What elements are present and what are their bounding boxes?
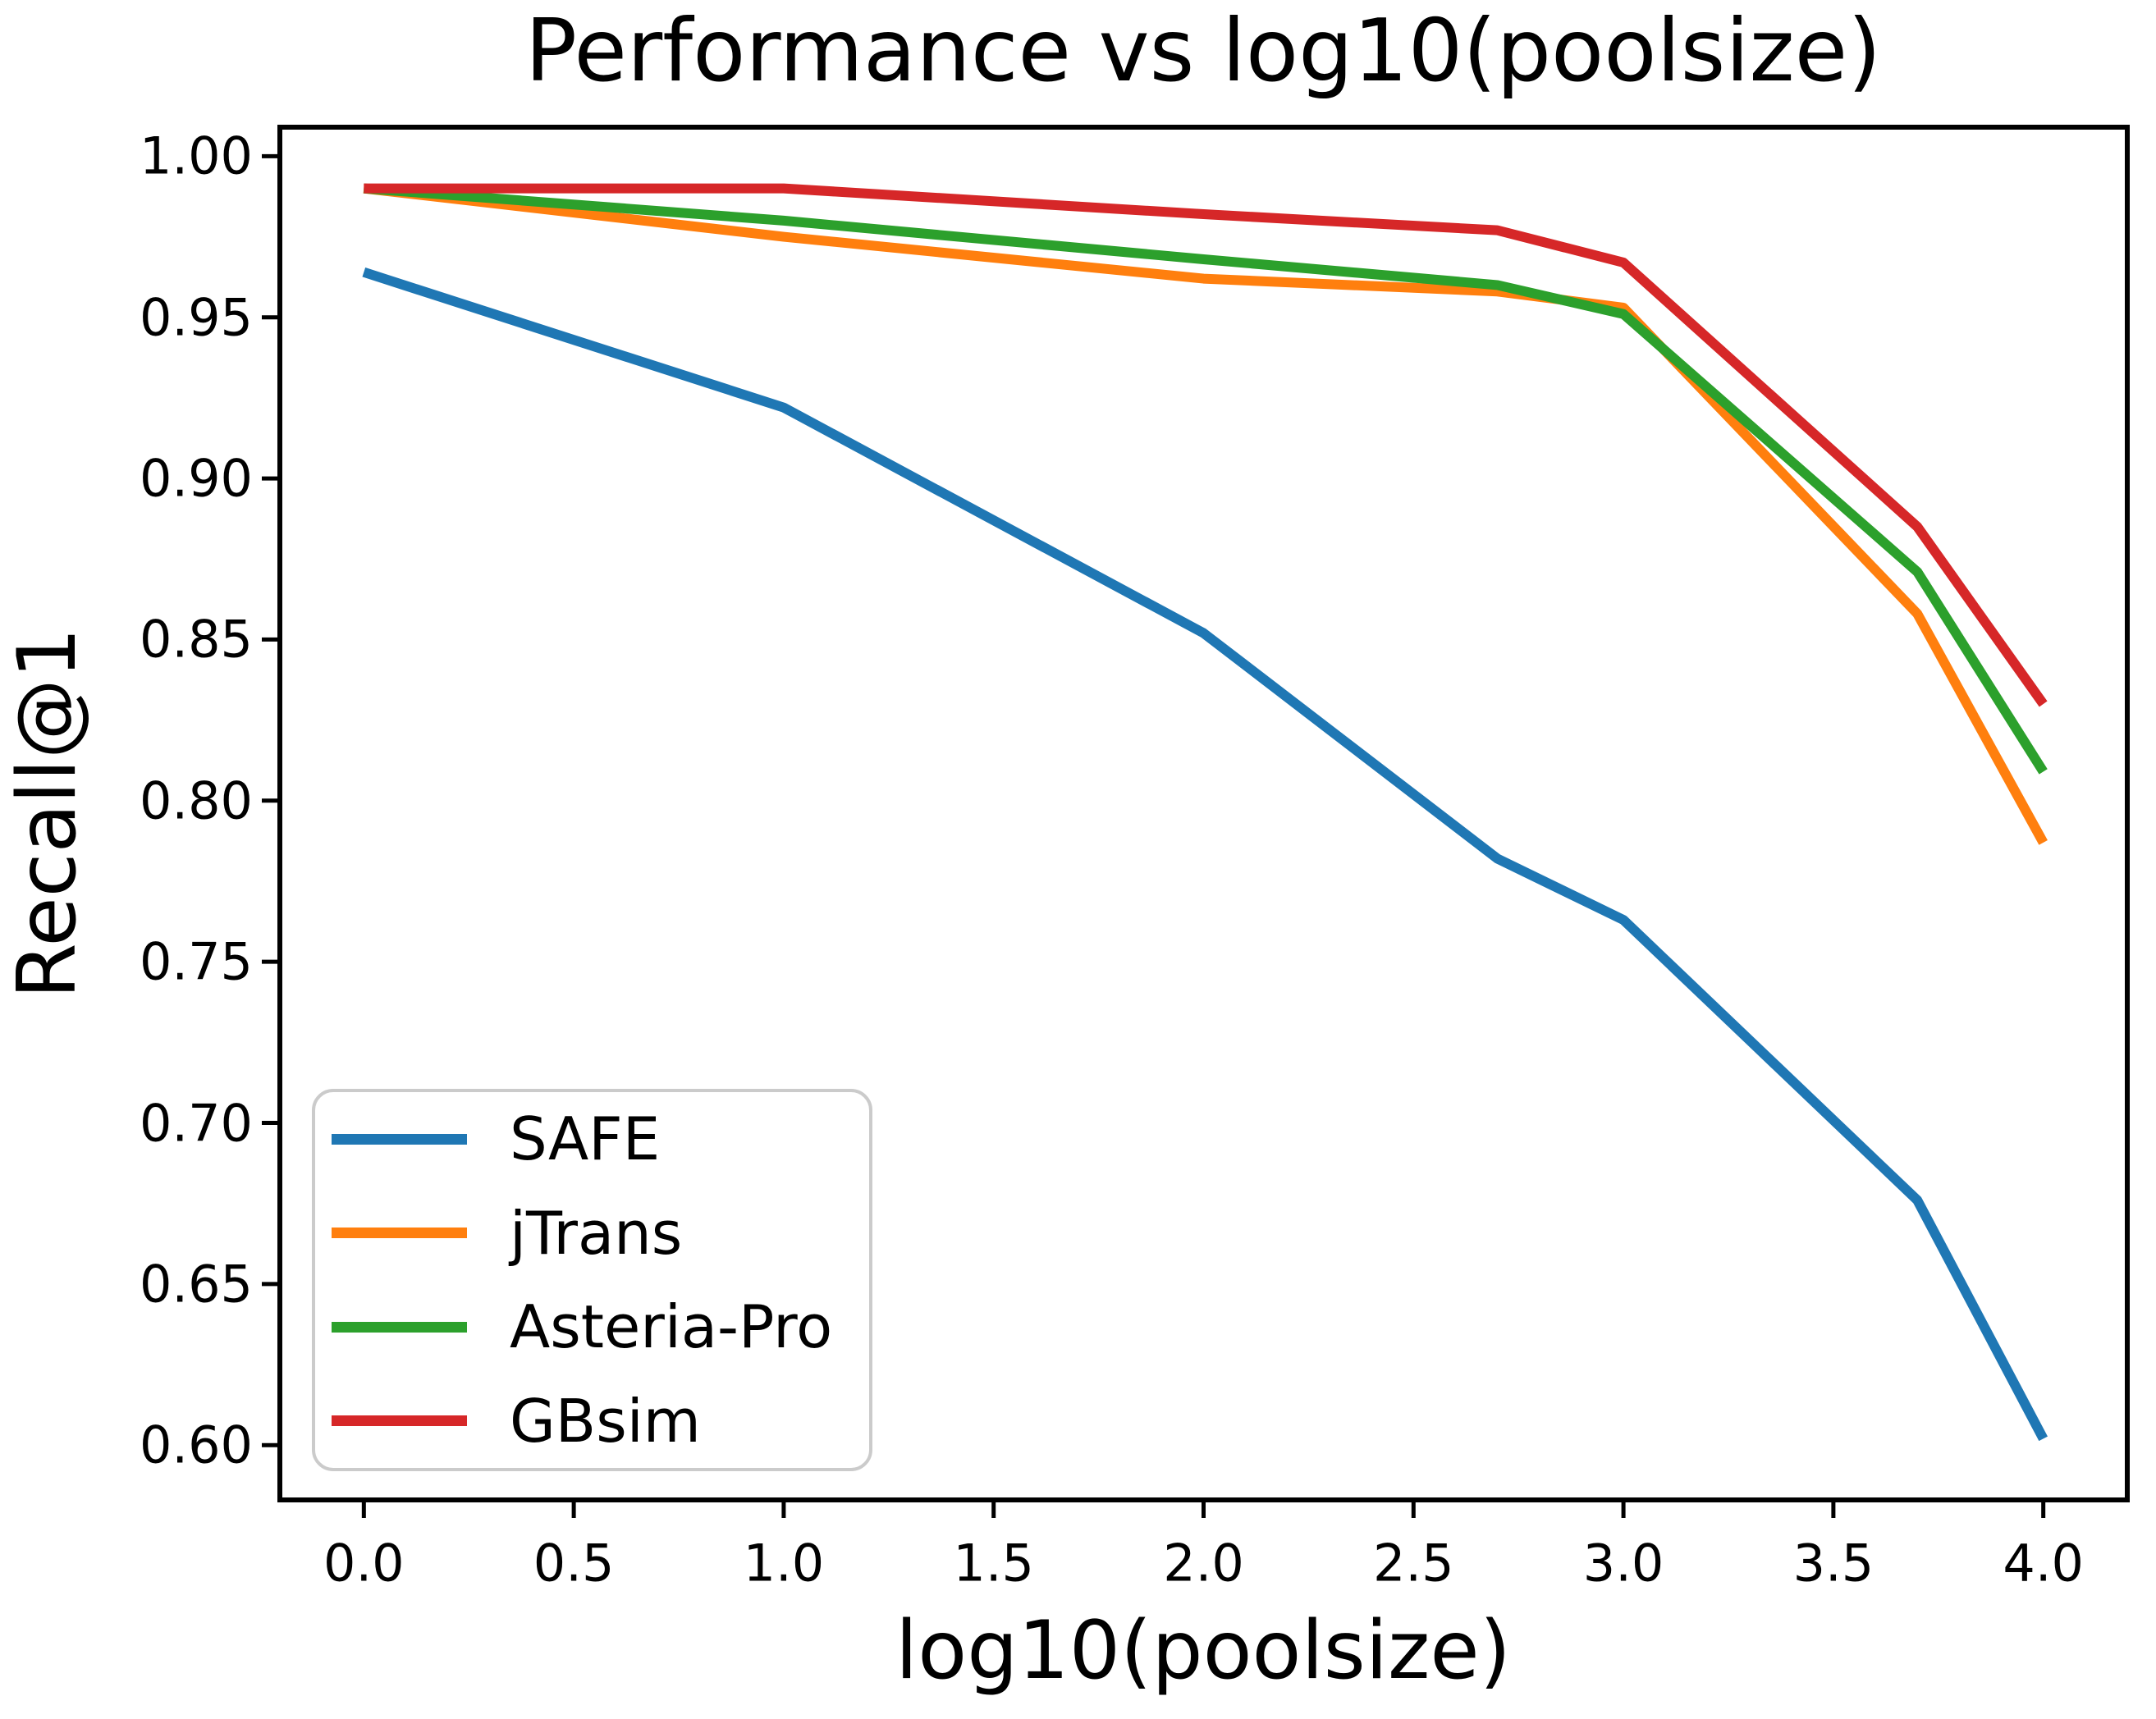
- series-line-jtrans: [363, 183, 2048, 845]
- x-axis-label: log10(poolsize): [895, 1604, 1511, 1698]
- legend-label-gbsim: GBsim: [510, 1386, 701, 1456]
- y-tick-label: 0.65: [139, 1254, 253, 1314]
- legend-line-sample-safe: [332, 1133, 467, 1145]
- series-line-asteria-pro: [363, 183, 2048, 775]
- legend: SAFE jTrans Asteria-Pro GBsim: [312, 1089, 872, 1471]
- legend-item-asteria-pro: Asteria-Pro: [315, 1297, 869, 1356]
- legend-item-jtrans: jTrans: [315, 1204, 869, 1263]
- x-tick-label: 3.0: [1582, 1533, 1664, 1593]
- x-tick-label: 0.5: [533, 1533, 615, 1593]
- x-tick-label: 1.0: [743, 1533, 825, 1593]
- y-tick-label: 0.80: [139, 770, 253, 831]
- legend-label-jtrans: jTrans: [510, 1198, 683, 1268]
- x-tick-label: 1.5: [953, 1533, 1035, 1593]
- axes-spines: [277, 125, 2130, 1502]
- x-tick-label: 3.5: [1792, 1533, 1874, 1593]
- y-tick-label: 0.75: [139, 931, 253, 992]
- x-tick-label: 2.0: [1163, 1533, 1244, 1593]
- series-line-gbsim: [364, 183, 2048, 707]
- series-line-safe: [362, 267, 2048, 1442]
- y-tick-label: 0.85: [139, 609, 253, 670]
- x-tick-label: 4.0: [2003, 1533, 2084, 1593]
- chart-title: Performance vs log10(poolsize): [524, 1, 1882, 101]
- y-tick-label: 0.70: [139, 1093, 253, 1153]
- y-tick-label: 0.90: [139, 448, 253, 509]
- y-tick-label: 0.60: [139, 1415, 253, 1475]
- x-tick-label: 0.0: [323, 1533, 405, 1593]
- legend-line-sample-jtrans: [332, 1228, 467, 1239]
- y-tick-label: 1.00: [139, 126, 253, 186]
- legend-line-sample-gbsim: [332, 1415, 467, 1427]
- legend-label-safe: SAFE: [510, 1104, 661, 1174]
- legend-item-gbsim: GBsim: [315, 1392, 869, 1451]
- y-tick-label: 0.95: [139, 287, 253, 348]
- legend-line-sample-asteria-pro: [332, 1321, 467, 1333]
- legend-label-asteria-pro: Asteria-Pro: [510, 1292, 833, 1362]
- x-tick-label: 2.5: [1372, 1533, 1454, 1593]
- legend-item-safe: SAFE: [315, 1109, 869, 1168]
